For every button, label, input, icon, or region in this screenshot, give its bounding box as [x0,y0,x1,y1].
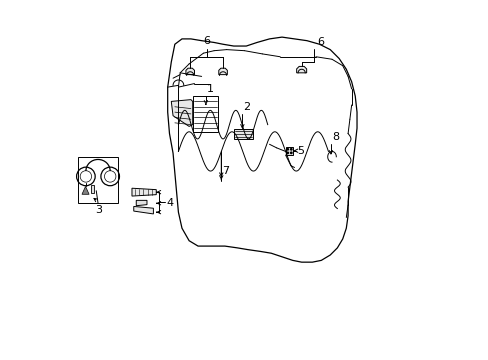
Polygon shape [218,68,227,75]
Circle shape [286,149,288,150]
Text: 7: 7 [222,166,229,176]
Polygon shape [82,186,89,194]
Polygon shape [134,206,153,214]
Text: 6: 6 [203,36,210,46]
Text: 1: 1 [206,84,214,94]
Text: 3: 3 [95,205,102,215]
Circle shape [290,152,291,154]
Text: 4: 4 [166,198,173,208]
Polygon shape [136,201,147,206]
Text: 5: 5 [297,146,304,156]
Polygon shape [285,147,293,155]
Text: 8: 8 [331,132,339,143]
Text: 2: 2 [243,102,250,112]
Circle shape [286,152,288,154]
Polygon shape [171,100,192,126]
Polygon shape [91,185,94,193]
Polygon shape [296,66,306,73]
Text: 6: 6 [317,37,324,47]
Polygon shape [192,96,217,132]
Polygon shape [233,129,253,139]
Polygon shape [185,68,194,75]
Circle shape [290,149,291,150]
Polygon shape [132,188,156,196]
